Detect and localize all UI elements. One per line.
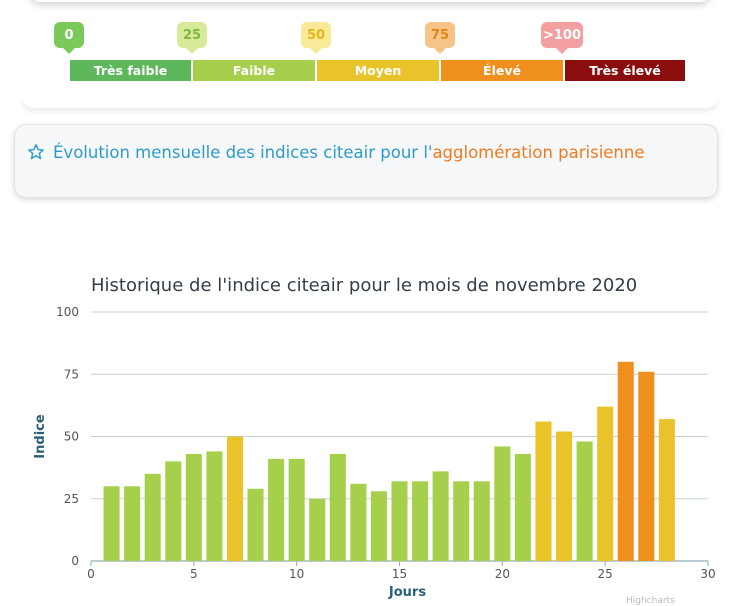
bar-day-20 — [494, 446, 511, 561]
scale-tick-100: >100 — [541, 22, 583, 54]
bar-day-27 — [638, 371, 655, 561]
bar-day-18 — [453, 481, 470, 561]
bar-day-2 — [124, 486, 141, 561]
scale-panel-edge — [22, 96, 718, 108]
chart-title: Historique de l'indice citeair pour le m… — [91, 275, 638, 296]
evolution-title-prefix: Évolution mensuelle des indices citeair … — [53, 143, 433, 162]
bar-day-11 — [309, 498, 326, 561]
level-faible: Faible — [193, 60, 315, 81]
bar-day-16 — [412, 481, 429, 561]
scale-tick-0: 0 — [54, 22, 84, 54]
bar-day-23 — [556, 431, 573, 561]
scale-tick-75: 75 — [425, 22, 455, 54]
evolution-panel[interactable]: Évolution mensuelle des indices citeair … — [14, 124, 718, 198]
level-moyen: Moyen — [317, 60, 439, 81]
y-axis-label: Indice — [33, 414, 48, 459]
bar-chart: 0 25 50 75 100 0 5 10 15 20 25 30 Jours Indice — [33, 305, 716, 600]
bar-day-10 — [288, 458, 305, 561]
bar-day-3 — [144, 473, 161, 561]
x-tick-label: 10 — [289, 567, 304, 581]
level-tres-eleve: Très élevé — [565, 60, 685, 81]
bar-day-1 — [103, 486, 120, 561]
y-tick-label: 100 — [56, 305, 79, 319]
evolution-title[interactable]: Évolution mensuelle des indices citeair … — [53, 143, 645, 162]
bar-day-19 — [473, 481, 490, 561]
bar-day-9 — [268, 458, 285, 561]
bar-day-15 — [391, 481, 408, 561]
top-panel-edge — [30, 0, 710, 2]
bar-day-4 — [165, 461, 182, 561]
bar-day-12 — [329, 453, 346, 561]
x-tick-label: 5 — [190, 567, 198, 581]
bar-day-26 — [617, 361, 634, 561]
bar-day-17 — [432, 471, 449, 561]
bar-day-7 — [226, 436, 243, 561]
bar-day-22 — [535, 421, 552, 561]
x-tick-label: 25 — [598, 567, 613, 581]
bar-day-28 — [658, 419, 675, 561]
chart-credit[interactable]: Highcharts — [626, 596, 675, 606]
evolution-title-link[interactable]: agglomération parisienne — [432, 143, 645, 162]
y-tick-label: 25 — [64, 492, 79, 506]
x-tick-label: 20 — [495, 567, 510, 581]
bar-day-6 — [206, 451, 223, 561]
scale-tick-50: 50 — [301, 22, 331, 54]
x-tick-label: 0 — [87, 567, 95, 581]
y-tick-label: 0 — [71, 554, 79, 568]
bar-day-14 — [370, 491, 387, 561]
bar-day-13 — [350, 483, 367, 561]
bar-day-5 — [185, 453, 202, 561]
y-tick-label: 75 — [64, 367, 79, 381]
y-tick-label: 50 — [64, 430, 79, 444]
bar-day-8 — [247, 488, 264, 561]
x-tick-label: 15 — [392, 567, 407, 581]
x-tick-label: 30 — [700, 567, 715, 581]
x-axis-label: Jours — [388, 585, 426, 600]
level-tres-faible: Très faible — [70, 60, 191, 81]
level-eleve: Élevé — [441, 60, 563, 81]
star-icon — [28, 144, 44, 160]
bar-day-25 — [597, 406, 614, 561]
bar-day-24 — [576, 441, 593, 561]
bar-day-21 — [514, 453, 531, 561]
scale-tick-25: 25 — [177, 22, 207, 54]
citeair-scale-legend: 0 25 50 75 >100 Très faible Faible Moyen… — [0, 0, 740, 110]
